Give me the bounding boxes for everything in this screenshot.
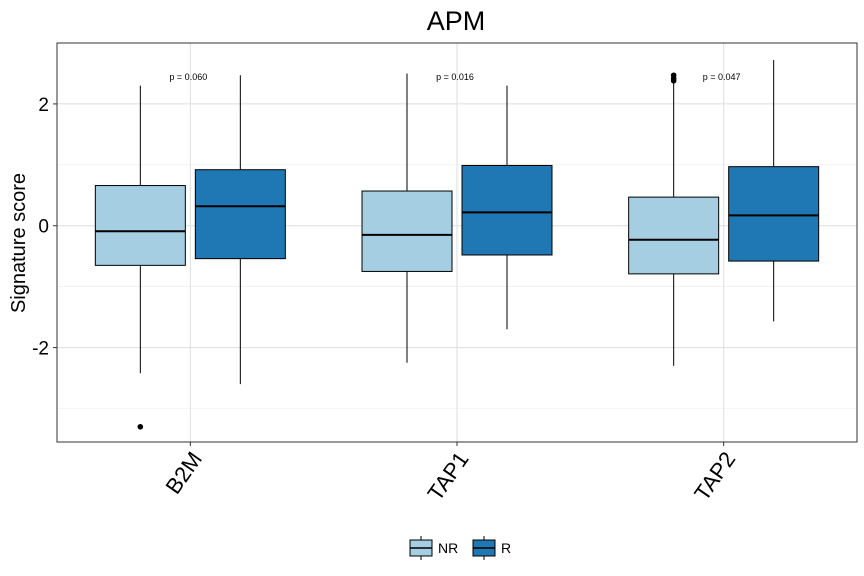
y-tick-label: 2 — [38, 95, 49, 116]
box-body — [361, 190, 453, 272]
box-NR-TAP1 — [361, 73, 453, 363]
outlier-point — [137, 423, 144, 430]
p-value-label: p = 0.016 — [436, 72, 474, 82]
box-NR-B2M — [94, 85, 186, 430]
p-value-label: p = 0.047 — [703, 72, 741, 82]
legend-item-R: R — [472, 536, 511, 560]
x-tick-label: B2M — [161, 447, 207, 498]
annotations: p = 0.060 p = 0.016 p = 0.047 — [169, 72, 740, 82]
y-tick-label: 0 — [38, 217, 49, 238]
box-body — [461, 164, 553, 256]
legend-label: R — [501, 540, 511, 556]
box-body — [728, 166, 820, 262]
box-body — [628, 196, 720, 275]
box-NR-TAP2 — [628, 72, 720, 366]
y-axis-label: Signature score — [8, 173, 30, 313]
legend: NR R — [409, 536, 511, 560]
p-value-label: p = 0.060 — [169, 72, 207, 82]
box-R-TAP2 — [728, 60, 820, 322]
x-tick-label: TAP1 — [423, 447, 474, 505]
box-R-TAP1 — [461, 85, 553, 330]
box-R-B2M — [194, 75, 286, 385]
outlier-point — [670, 72, 677, 79]
x-tick-label: TAP2 — [689, 447, 740, 505]
axes: -2 0 2 B2M TAP1 TAP2 — [32, 95, 740, 505]
legend-item-NR: NR — [409, 536, 458, 560]
grid — [57, 43, 857, 442]
legend-label: NR — [438, 540, 458, 556]
chart-title: APM — [427, 6, 486, 36]
box-body — [94, 185, 186, 266]
box-body — [194, 169, 286, 260]
y-tick-label: -2 — [32, 339, 49, 360]
boxes — [94, 60, 820, 430]
